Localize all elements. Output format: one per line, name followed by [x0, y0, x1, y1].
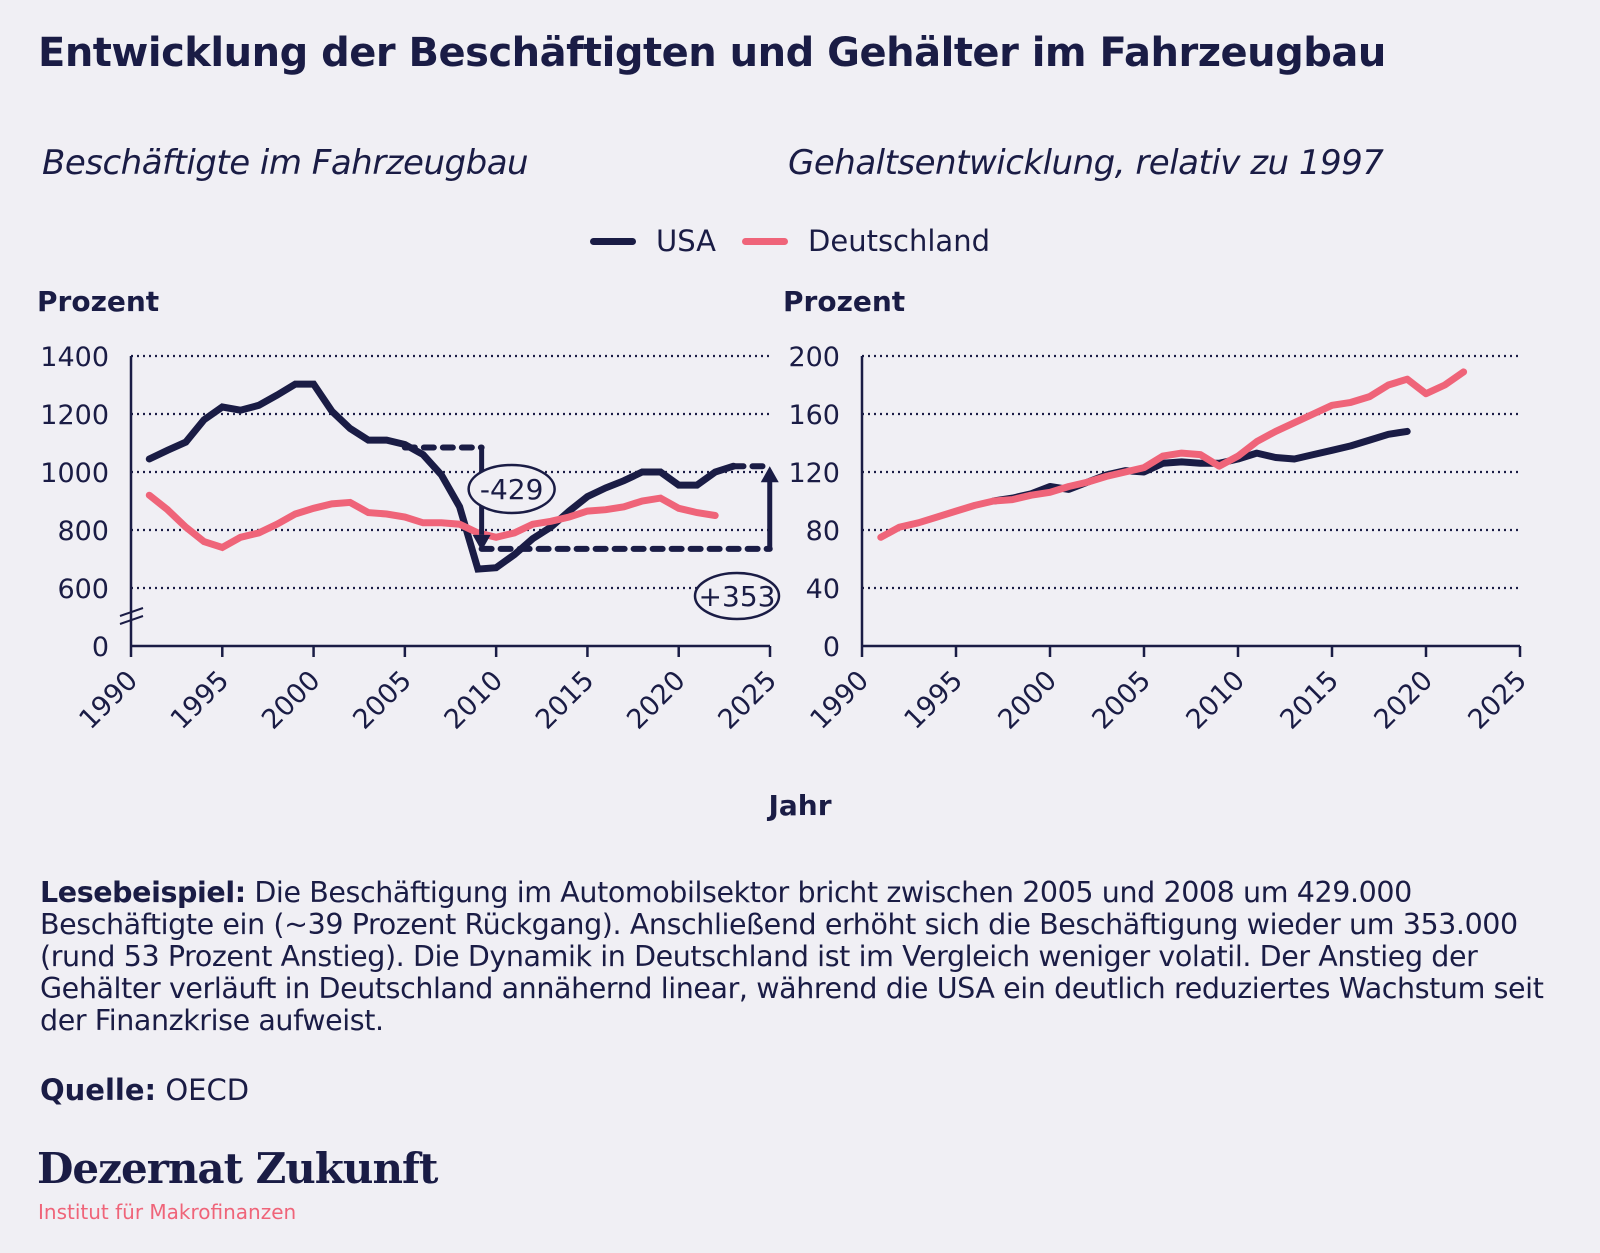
- left-chart-subtitle: Beschäftigte im Fahrzeugbau: [42, 143, 529, 183]
- right-chart-subtitle: Gehaltsentwicklung, relativ zu 1997: [788, 143, 1384, 183]
- series-line-usa: [145, 380, 737, 573]
- annotation-label-increase: +353: [699, 580, 776, 613]
- source: Quelle: OECD: [40, 1073, 249, 1107]
- y-tick-label: 160: [788, 400, 840, 431]
- annotation-label-decline: -429: [480, 473, 544, 506]
- reading-example-text: Die Beschäftigung im Automobilsektor bri…: [40, 876, 1544, 1037]
- x-tick-label: 2015: [530, 665, 601, 736]
- legend-swatch-usa: [590, 237, 636, 245]
- y-tick-label: 120: [788, 458, 840, 489]
- legend: USA Deutschland: [590, 224, 1016, 258]
- x-tick-label: 2015: [1274, 665, 1345, 736]
- annotation-bubble: [467, 463, 556, 515]
- series-line-deutschland: [877, 368, 1468, 541]
- y-tick-label: 80: [806, 516, 840, 547]
- legend-item-deutschland: Deutschland: [742, 224, 990, 258]
- y-tick-label: 200: [788, 342, 840, 373]
- source-value: OECD: [165, 1073, 250, 1107]
- legend-item-usa: USA: [590, 224, 716, 258]
- chart-title: Entwicklung der Beschäftigten und Gehält…: [38, 30, 1386, 76]
- y-tick-label: 800: [57, 516, 109, 547]
- source-label: Quelle:: [40, 1073, 157, 1107]
- y-tick-label: 40: [806, 574, 840, 605]
- logo-subtitle: Institut für Makrofinanzen: [38, 1200, 297, 1224]
- x-tick-label: 2025: [1462, 665, 1533, 736]
- x-tick-label: 1990: [73, 665, 144, 736]
- series-line-deutschland: [145, 491, 719, 552]
- logo: Dezernat Zukunft: [37, 1144, 438, 1193]
- y-tick-label: 0: [823, 632, 840, 663]
- right-chart: 0 40 80 120 160 200 1990 1995 2000 2005 2010 2015 20…: [788, 342, 1532, 736]
- left-y-axis-title: Prozent: [37, 285, 159, 318]
- arrow-head-up-icon: [760, 466, 779, 483]
- legend-label-usa: USA: [656, 224, 717, 258]
- left-chart: 0 600 800 1000 1200 1400 1990 1995 2000 2005 2010 2…: [40, 342, 783, 736]
- x-tick-label: 2005: [1086, 665, 1157, 736]
- x-tick-label: 1995: [898, 665, 969, 736]
- x-tick-label: 1995: [165, 665, 236, 736]
- x-tick-label: 2000: [256, 665, 327, 736]
- right-y-axis-title: Prozent: [783, 285, 905, 318]
- x-tick-label: 2010: [439, 665, 510, 736]
- x-axis-title: Jahr: [766, 789, 831, 822]
- reading-example: Lesebeispiel: Die Beschäftigung im Autom…: [40, 877, 1570, 1037]
- legend-label-deutschland: Deutschland: [808, 224, 990, 258]
- y-tick-label: 600: [57, 574, 109, 605]
- x-tick-label: 2010: [1180, 665, 1251, 736]
- x-tick-label: 2000: [992, 665, 1063, 736]
- arrow-head-down-icon: [472, 534, 491, 551]
- y-tick-label: 0: [92, 632, 109, 663]
- x-tick-label: 2020: [621, 665, 692, 736]
- y-tick-label: 1000: [40, 458, 109, 489]
- axis-break-mark: [119, 615, 144, 625]
- x-tick-label: 1990: [804, 665, 875, 736]
- legend-swatch-deutschland: [742, 237, 789, 245]
- x-tick-label: 2025: [712, 665, 783, 736]
- y-tick-label: 1400: [40, 342, 109, 373]
- charts-canvas: Prozent Prozent Jahr 0600800100012001400…: [37, 285, 1533, 822]
- x-tick-label: 2005: [347, 665, 418, 736]
- y-tick-label: 1200: [40, 400, 109, 431]
- axis-break-mark: [119, 607, 144, 617]
- reading-example-label: Lesebeispiel:: [40, 876, 246, 909]
- annotation-bubble: [693, 571, 781, 621]
- x-tick-label: 2020: [1368, 665, 1439, 736]
